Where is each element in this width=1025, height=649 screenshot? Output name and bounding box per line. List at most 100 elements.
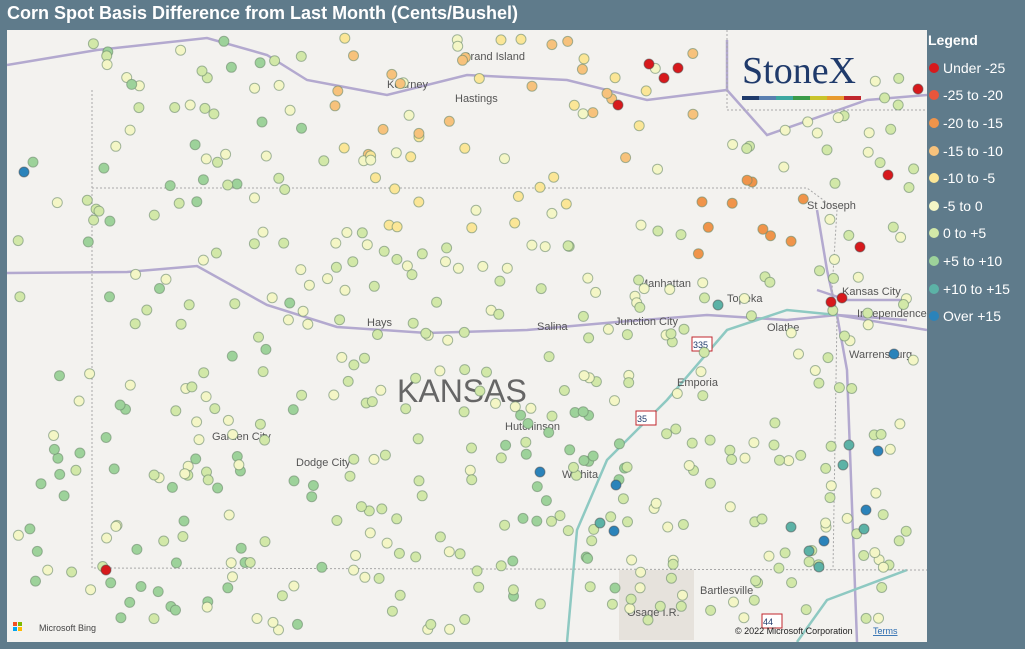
location-dot <box>613 438 625 450</box>
legend-label: Over +15 <box>943 308 1001 325</box>
location-dot <box>610 479 622 491</box>
location-dot <box>608 525 620 537</box>
shield <box>635 410 657 426</box>
location-dot <box>695 366 707 378</box>
location-dot <box>726 454 738 465</box>
location-dot <box>296 389 308 401</box>
legend-item[interactable]: -20 to -15 <box>928 109 1010 137</box>
location-dot <box>42 564 54 576</box>
location-dot <box>361 239 373 251</box>
legend-label: -20 to -15 <box>943 114 1003 131</box>
location-dot <box>175 44 187 56</box>
location-dot <box>306 491 318 503</box>
location-dot <box>824 492 836 504</box>
location-dot <box>329 100 341 112</box>
location-dot <box>198 367 210 379</box>
location-dot <box>295 264 307 276</box>
location-dot <box>51 197 63 209</box>
shield <box>761 613 783 629</box>
location-dot <box>191 416 203 428</box>
location-dot <box>888 348 900 360</box>
location-dot <box>295 50 307 62</box>
location-dot <box>124 124 136 136</box>
location-dot <box>582 272 594 284</box>
location-dot <box>605 511 617 523</box>
location-dot <box>443 115 455 127</box>
location-dot <box>609 395 620 407</box>
location-dot <box>884 443 896 455</box>
location-dot <box>452 40 464 52</box>
place-label: Manhattan <box>639 278 691 290</box>
location-dot <box>839 330 850 342</box>
location-dot <box>490 397 501 409</box>
location-dot <box>190 453 202 465</box>
location-dot <box>124 596 136 608</box>
location-dot <box>160 273 172 285</box>
location-dot <box>296 122 307 134</box>
location-dot <box>863 127 875 139</box>
legend-item[interactable]: -5 to 0 <box>928 192 1010 220</box>
location-dot <box>413 475 425 487</box>
location-dot <box>152 586 164 598</box>
location-dot <box>525 402 537 414</box>
location-dot <box>534 598 546 610</box>
location-dot <box>756 513 768 525</box>
location-dot <box>348 564 360 576</box>
location-dot <box>87 38 99 50</box>
legend-item[interactable]: Over +15 <box>928 302 1010 330</box>
location-dot <box>763 550 775 562</box>
location-dot <box>420 327 432 339</box>
bing-logo <box>13 622 22 631</box>
location-dot <box>85 584 97 596</box>
location-dot <box>820 462 832 474</box>
location-dot <box>697 277 709 289</box>
location-dot <box>509 401 521 413</box>
location-dot <box>548 171 560 183</box>
location-dot <box>738 612 750 624</box>
location-dot <box>578 53 590 65</box>
location-dot <box>522 418 534 429</box>
location-dot <box>786 577 798 589</box>
location-dot <box>583 332 595 344</box>
location-dot <box>493 308 505 320</box>
legend-swatch <box>929 90 939 101</box>
location-dot <box>164 180 176 192</box>
location-dot <box>726 197 738 209</box>
location-dot <box>617 493 629 505</box>
legend-item[interactable]: +10 to +15 <box>928 275 1010 303</box>
location-dot <box>895 231 907 243</box>
legend-item[interactable]: -10 to -5 <box>928 164 1010 192</box>
location-dot <box>347 256 359 268</box>
place-label: North Platte <box>222 30 280 33</box>
location-dot <box>779 124 791 136</box>
location-dot <box>201 601 213 613</box>
borders <box>91 30 927 571</box>
location-dot <box>813 561 825 573</box>
location-dot <box>832 112 844 124</box>
legend-item[interactable]: Under -25 <box>928 54 1010 82</box>
terms-link[interactable]: Terms <box>873 626 898 636</box>
location-dot <box>331 515 343 526</box>
location-dot <box>410 551 422 563</box>
legend-swatch <box>929 62 939 73</box>
location-dot <box>115 612 127 624</box>
location-dot <box>197 254 209 266</box>
legend-item[interactable]: 0 to +5 <box>928 220 1010 248</box>
place-label: Dodge City <box>296 457 351 469</box>
location-dot <box>178 515 190 527</box>
legend-item[interactable]: -15 to -10 <box>928 137 1010 165</box>
legend-item[interactable]: -25 to -20 <box>928 82 1010 110</box>
location-dot <box>526 239 538 251</box>
legend-item[interactable]: +5 to +10 <box>928 247 1010 275</box>
location-dot <box>88 214 100 226</box>
location-dot <box>501 262 513 274</box>
location-dot <box>316 561 328 573</box>
location-dot <box>473 581 485 593</box>
location-dot <box>665 572 677 584</box>
location-dot <box>862 146 874 158</box>
location-dot <box>587 450 599 462</box>
location-dot <box>821 144 833 156</box>
location-dot <box>473 73 485 84</box>
location-dot <box>356 227 368 239</box>
location-dot <box>403 109 415 121</box>
